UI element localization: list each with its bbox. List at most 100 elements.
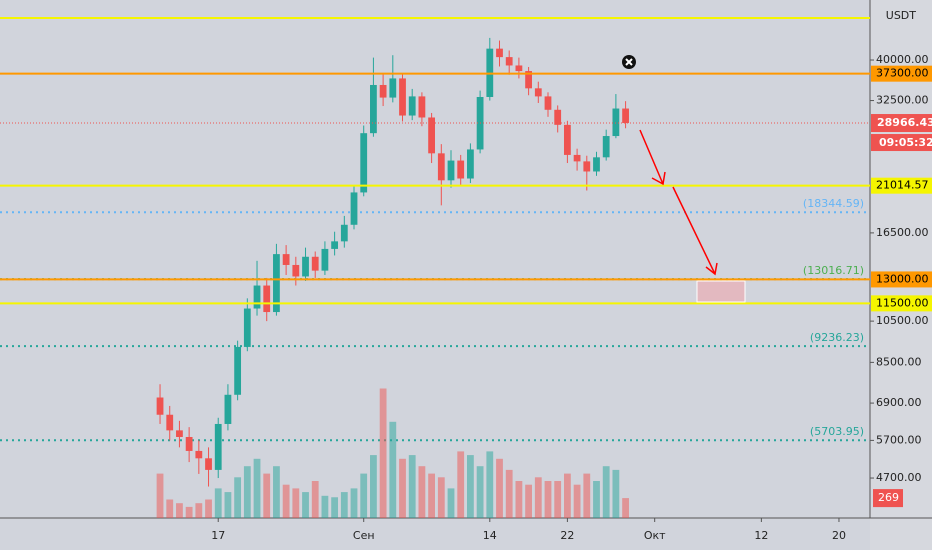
candle-body <box>340 224 348 242</box>
volume-bar <box>515 481 523 518</box>
x-tick-label: Окт <box>644 529 666 542</box>
candle-body <box>263 285 271 313</box>
y-tick-label: 6900.00 <box>876 396 922 409</box>
candle-body <box>379 84 387 98</box>
candle-body <box>176 430 183 437</box>
candle-body <box>612 108 620 137</box>
candle-body <box>214 423 222 470</box>
candle-body <box>234 346 242 395</box>
volume-bar <box>573 484 581 518</box>
countdown-box <box>871 134 932 152</box>
volume-bar <box>399 458 406 518</box>
volume-bar <box>437 477 445 518</box>
volume-bar <box>282 484 290 518</box>
volume-bar <box>467 455 474 518</box>
volume-bar <box>185 506 193 518</box>
candle-body <box>350 192 358 225</box>
candle-body <box>496 48 503 58</box>
x-tick-label: 14 <box>483 529 497 542</box>
volume-bar <box>593 481 600 518</box>
volume-bar <box>243 466 251 518</box>
candle-body <box>622 108 629 124</box>
x-tick-label: 20 <box>832 529 846 542</box>
volume-bar <box>554 481 562 518</box>
candle-body <box>253 285 261 309</box>
volume-bar <box>273 466 280 518</box>
volume-bar <box>340 492 348 518</box>
volume-bar <box>496 458 503 518</box>
candle-body <box>185 436 193 451</box>
level-label-box <box>871 295 932 312</box>
candle-body <box>534 88 542 97</box>
volume-bar <box>214 488 222 518</box>
candle-body <box>195 450 203 459</box>
candle-body <box>205 458 212 470</box>
arrow <box>639 129 664 185</box>
candle-body <box>554 109 562 125</box>
volume-bar <box>311 481 319 518</box>
volume-bar <box>166 499 174 518</box>
arrow-head <box>705 262 718 276</box>
volume-bar <box>408 455 416 518</box>
volume-bar <box>302 492 309 518</box>
volume-bar <box>253 458 261 518</box>
candle-body <box>467 149 474 179</box>
level-label: 21014.57 <box>876 179 929 192</box>
candle-body <box>525 71 532 89</box>
candle-body <box>505 57 513 66</box>
level-label-box <box>871 65 932 82</box>
level-label-box <box>871 177 932 194</box>
volume-bar <box>195 503 203 518</box>
arrow <box>672 186 716 275</box>
volume-bar <box>612 469 620 518</box>
candle-body <box>302 256 309 277</box>
candle-body <box>282 254 290 265</box>
fib-level-label: (18344.59) <box>803 197 864 210</box>
candle-body <box>399 78 406 116</box>
volume-bar <box>234 477 242 518</box>
volume-bar <box>156 473 164 518</box>
volume-bar <box>476 466 484 518</box>
volume-bar <box>622 498 629 518</box>
level-label: 37300.00 <box>876 67 929 80</box>
candle-body <box>515 65 523 72</box>
volume-label-box <box>873 489 903 508</box>
volume-bar <box>350 488 358 518</box>
volume-bar <box>505 469 513 518</box>
volume-bar <box>389 421 397 518</box>
volume-bar <box>457 451 465 518</box>
volume-bar <box>224 492 232 518</box>
candle-body <box>593 157 600 172</box>
volume-label: 269 <box>878 491 899 504</box>
target-zone <box>696 280 746 303</box>
candle-body <box>563 124 571 155</box>
fib-level-label: (13016.71) <box>803 264 864 277</box>
volume-bar <box>563 473 571 518</box>
fib-level-label: (9236.23) <box>810 331 864 344</box>
level-label: 11500.00 <box>876 296 929 309</box>
volume-bar <box>544 481 552 518</box>
candle-body <box>273 254 280 313</box>
volume-bar <box>418 466 426 518</box>
candle-body <box>573 154 581 162</box>
candle-body <box>292 264 300 277</box>
y-tick-label: 32500.00 <box>876 94 929 107</box>
candle-body <box>389 78 397 98</box>
x-tick-label: 12 <box>754 529 768 542</box>
volume-bar <box>486 451 494 518</box>
x-tick-label: 22 <box>560 529 574 542</box>
candle-body <box>166 414 174 431</box>
volume-bar <box>176 503 183 518</box>
candle-body <box>428 117 435 154</box>
candle-body <box>331 241 339 249</box>
volume-bar <box>205 499 212 518</box>
y-tick-label: 40000.00 <box>876 53 929 66</box>
volume-bar <box>428 473 435 518</box>
y-tick-label: 10500.00 <box>876 314 929 327</box>
candle-body <box>408 96 416 116</box>
currency-label: USDT <box>886 9 917 22</box>
y-tick-label: 16500.00 <box>876 226 929 239</box>
volume-bar <box>583 473 591 518</box>
volume-bar <box>263 473 271 518</box>
